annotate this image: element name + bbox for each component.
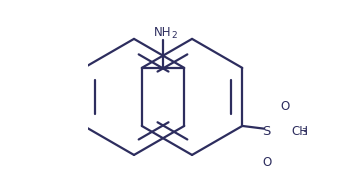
Text: 2: 2 xyxy=(171,31,177,40)
Text: 3: 3 xyxy=(301,128,307,137)
Text: O: O xyxy=(281,100,290,113)
Text: O: O xyxy=(262,156,271,169)
Text: NH: NH xyxy=(153,26,171,39)
Text: CH: CH xyxy=(291,125,308,138)
Text: S: S xyxy=(263,125,271,138)
